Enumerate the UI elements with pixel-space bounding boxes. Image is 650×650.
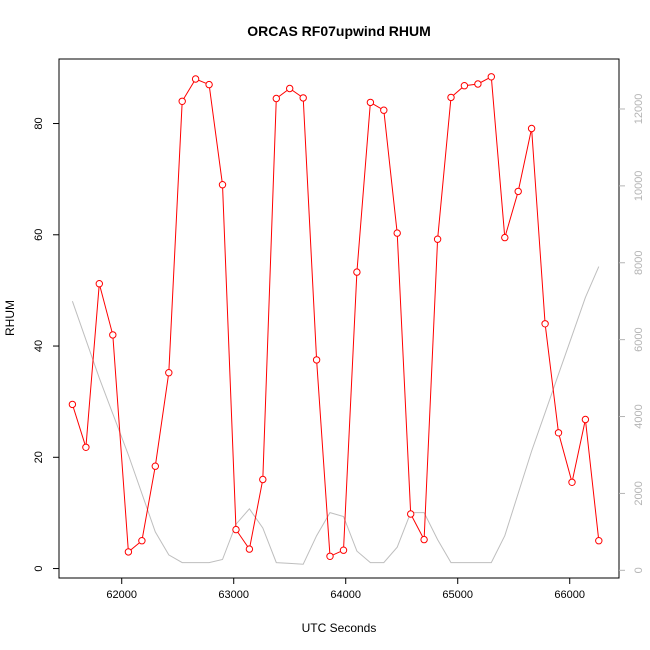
chart-title: ORCAS RF07upwind RHUM bbox=[247, 23, 431, 39]
plot-frame bbox=[58, 58, 620, 579]
y-tick-label-20: 20 bbox=[33, 451, 45, 463]
series-1-line bbox=[71, 266, 600, 565]
right-axis: 0 2000 4000 6000 8000 10000 12000 bbox=[619, 94, 645, 573]
y2-tick-label-10000: 10000 bbox=[633, 171, 645, 202]
series-0-point-38 bbox=[581, 415, 590, 424]
series-0-point-39 bbox=[595, 537, 603, 545]
series-0-point-4 bbox=[124, 548, 133, 556]
series-0-point-32 bbox=[501, 233, 509, 242]
x-axis: 62000 63000 64000 65000 66000 bbox=[106, 578, 585, 601]
series-0-point-8 bbox=[178, 97, 186, 106]
series-0-point-36 bbox=[554, 429, 563, 437]
y2-tick-label-2000: 2000 bbox=[633, 481, 645, 505]
series-0-point-13 bbox=[245, 545, 254, 553]
series-0-point-27 bbox=[433, 235, 442, 243]
series-0-point-29 bbox=[460, 82, 469, 90]
series-0-point-31 bbox=[487, 73, 495, 81]
series-0-point-25 bbox=[407, 510, 415, 518]
series-0-point-18 bbox=[312, 356, 321, 364]
series-0-point-1 bbox=[82, 443, 90, 451]
series-0-point-23 bbox=[380, 106, 388, 114]
y2-tick-label-12000: 12000 bbox=[633, 94, 645, 125]
y2-tick-label-4000: 4000 bbox=[633, 404, 645, 428]
y2-tick-label-6000: 6000 bbox=[633, 327, 645, 351]
y-axis-label: RHUM bbox=[3, 300, 17, 336]
x-tick-label-65000: 65000 bbox=[442, 589, 473, 601]
y2-tick-label-0: 0 bbox=[633, 567, 645, 573]
series-0-point-30 bbox=[474, 80, 482, 88]
series-0-point-28 bbox=[447, 93, 455, 102]
series-0-point-24 bbox=[393, 229, 401, 237]
series-0-point-21 bbox=[353, 268, 361, 276]
series-0-point-7 bbox=[165, 369, 173, 377]
y2-tick-label-8000: 8000 bbox=[633, 251, 645, 275]
series-0-point-3 bbox=[109, 331, 117, 339]
series-0-point-19 bbox=[326, 552, 334, 560]
series-0-point-2 bbox=[95, 280, 104, 288]
series-0-point-12 bbox=[232, 525, 240, 534]
series-0-point-10 bbox=[205, 80, 213, 89]
series-0-point-20 bbox=[339, 546, 348, 554]
x-tick-label-64000: 64000 bbox=[330, 589, 361, 601]
y-tick-label-80: 80 bbox=[33, 117, 45, 129]
series-0-point-5 bbox=[138, 537, 146, 545]
y-tick-label-40: 40 bbox=[33, 340, 45, 352]
series-0-point-15 bbox=[272, 94, 280, 103]
series-0-point-14 bbox=[259, 475, 267, 484]
x-tick-label-62000: 62000 bbox=[106, 589, 137, 601]
series-0-point-33 bbox=[514, 187, 522, 196]
left-axis: 0 20 40 60 80 bbox=[33, 117, 59, 572]
series-0-point-16 bbox=[286, 84, 294, 93]
series-0-point-11 bbox=[218, 181, 227, 189]
series-0-point-26 bbox=[420, 535, 428, 544]
series-0-point-0 bbox=[68, 400, 77, 409]
series-0-point-6 bbox=[151, 462, 160, 470]
y-tick-label-60: 60 bbox=[33, 229, 45, 241]
series-0-point-34 bbox=[527, 124, 536, 133]
x-tick-label-66000: 66000 bbox=[554, 589, 585, 601]
series-0-point-35 bbox=[541, 320, 549, 328]
x-tick-label-63000: 63000 bbox=[218, 589, 249, 601]
series-0-point-22 bbox=[366, 98, 375, 107]
series-0-point-17 bbox=[299, 94, 307, 102]
y-tick-label-0: 0 bbox=[33, 565, 45, 571]
x-axis-label: UTC Seconds bbox=[302, 621, 377, 635]
series-0-point-37 bbox=[568, 478, 576, 486]
series-0-line bbox=[71, 75, 600, 558]
series-0-point-9 bbox=[191, 75, 200, 83]
series-layer bbox=[68, 73, 603, 565]
